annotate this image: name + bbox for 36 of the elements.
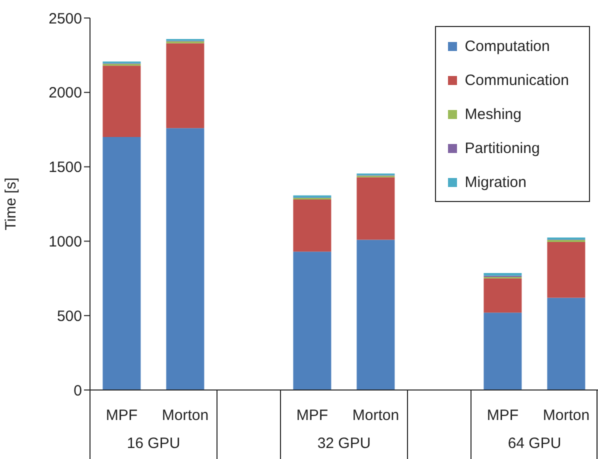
bar: [547, 237, 586, 240]
bar: [102, 66, 141, 138]
bar: [102, 137, 141, 390]
legend-label: Communication: [464, 72, 569, 88]
y-tick-label: 1000: [48, 234, 82, 251]
bar: [293, 195, 332, 198]
text: 64 GPU: [506, 435, 562, 452]
x-tick-label: Morton: [352, 407, 400, 424]
x-tick-label: MPF: [106, 407, 138, 424]
bar: [547, 298, 586, 390]
y-tick-label: 2500: [48, 10, 82, 28]
legend-label: Partitioning: [464, 140, 540, 156]
text: 32 GPU: [316, 435, 372, 452]
bar: [356, 177, 395, 240]
x-tick-label: Morton: [542, 407, 590, 424]
y-tick-label: 500: [56, 308, 82, 325]
legend-label: Meshing: [464, 106, 522, 122]
y-axis-title: Time [s]: [2, 178, 20, 230]
text: 16 GPU: [126, 435, 182, 452]
legend-label: Migration: [464, 174, 526, 190]
bar: [484, 278, 522, 313]
x-tick-label: Morton: [162, 407, 209, 424]
bar: [484, 312, 522, 390]
bar: [356, 240, 395, 390]
x-tick-label: MPF: [486, 407, 519, 424]
bar: [166, 128, 204, 390]
bar: [293, 200, 332, 252]
y-tick-label: 0: [74, 382, 82, 400]
bar: [293, 252, 332, 390]
bar: [547, 242, 586, 298]
bar: [484, 273, 522, 276]
legend-label: Computation: [464, 38, 550, 54]
y-tick-label: 1500: [48, 159, 82, 176]
y-tick-label: 2000: [48, 84, 82, 102]
bar: [166, 43, 204, 128]
x-tick-label: MPF: [296, 407, 328, 424]
